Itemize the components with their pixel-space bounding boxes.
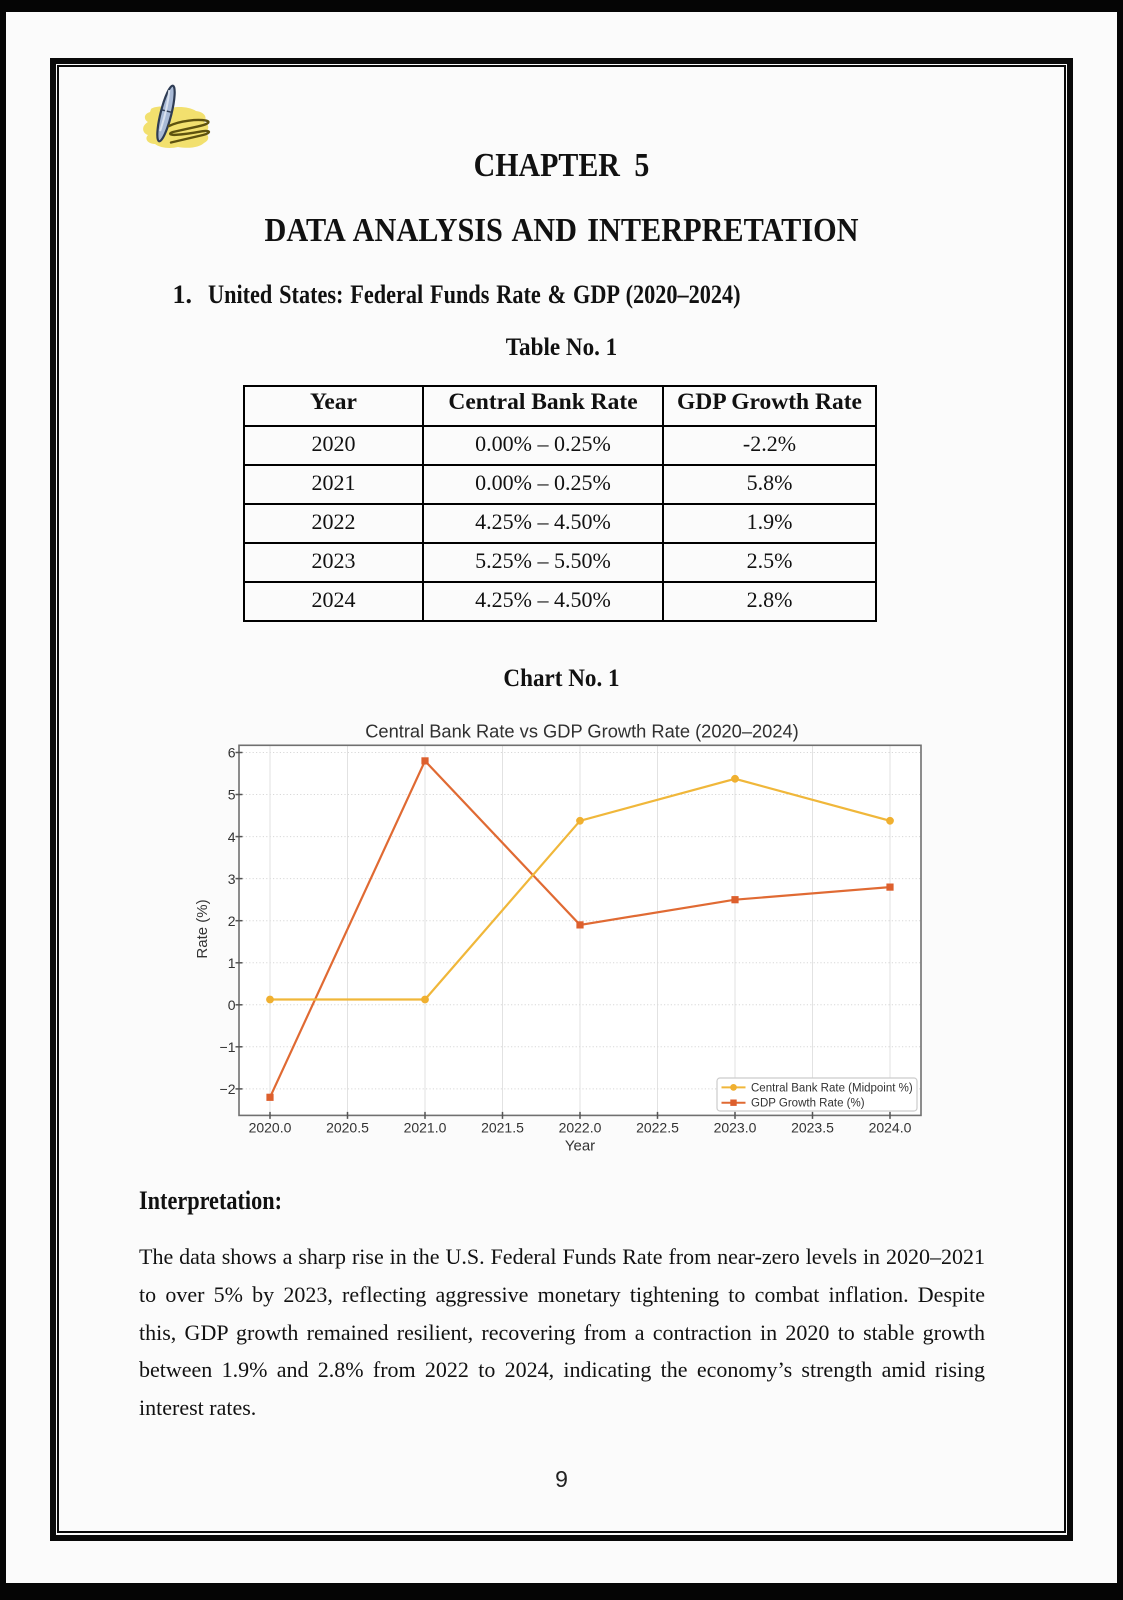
svg-text:2021.5: 2021.5 xyxy=(481,1119,524,1135)
svg-text:4: 4 xyxy=(228,829,236,845)
svg-text:2023.5: 2023.5 xyxy=(791,1119,834,1135)
svg-text:2022.0: 2022.0 xyxy=(559,1119,602,1135)
svg-text:Central Bank Rate vs GDP Growt: Central Bank Rate vs GDP Growth Rate (20… xyxy=(365,721,799,742)
svg-text:2020.0: 2020.0 xyxy=(249,1119,292,1135)
svg-text:0: 0 xyxy=(228,997,236,1013)
svg-text:2021.0: 2021.0 xyxy=(404,1119,447,1135)
svg-text:2024.0: 2024.0 xyxy=(869,1119,912,1135)
svg-text:Central Bank Rate (Midpoint %): Central Bank Rate (Midpoint %) xyxy=(751,1082,913,1094)
svg-text:2020.5: 2020.5 xyxy=(326,1119,369,1135)
svg-text:−2: −2 xyxy=(220,1081,236,1097)
svg-text:GDP Growth Rate (%): GDP Growth Rate (%) xyxy=(751,1098,865,1110)
svg-text:2023.0: 2023.0 xyxy=(714,1119,757,1135)
svg-text:Year: Year xyxy=(565,1138,595,1155)
svg-text:−1: −1 xyxy=(220,1039,236,1055)
svg-text:2: 2 xyxy=(228,913,236,929)
svg-text:1: 1 xyxy=(228,955,236,971)
svg-text:6: 6 xyxy=(228,745,236,761)
svg-text:2022.5: 2022.5 xyxy=(636,1119,679,1135)
svg-text:Rate (%): Rate (%) xyxy=(194,899,211,958)
svg-text:5: 5 xyxy=(228,787,236,803)
svg-text:3: 3 xyxy=(228,871,236,887)
